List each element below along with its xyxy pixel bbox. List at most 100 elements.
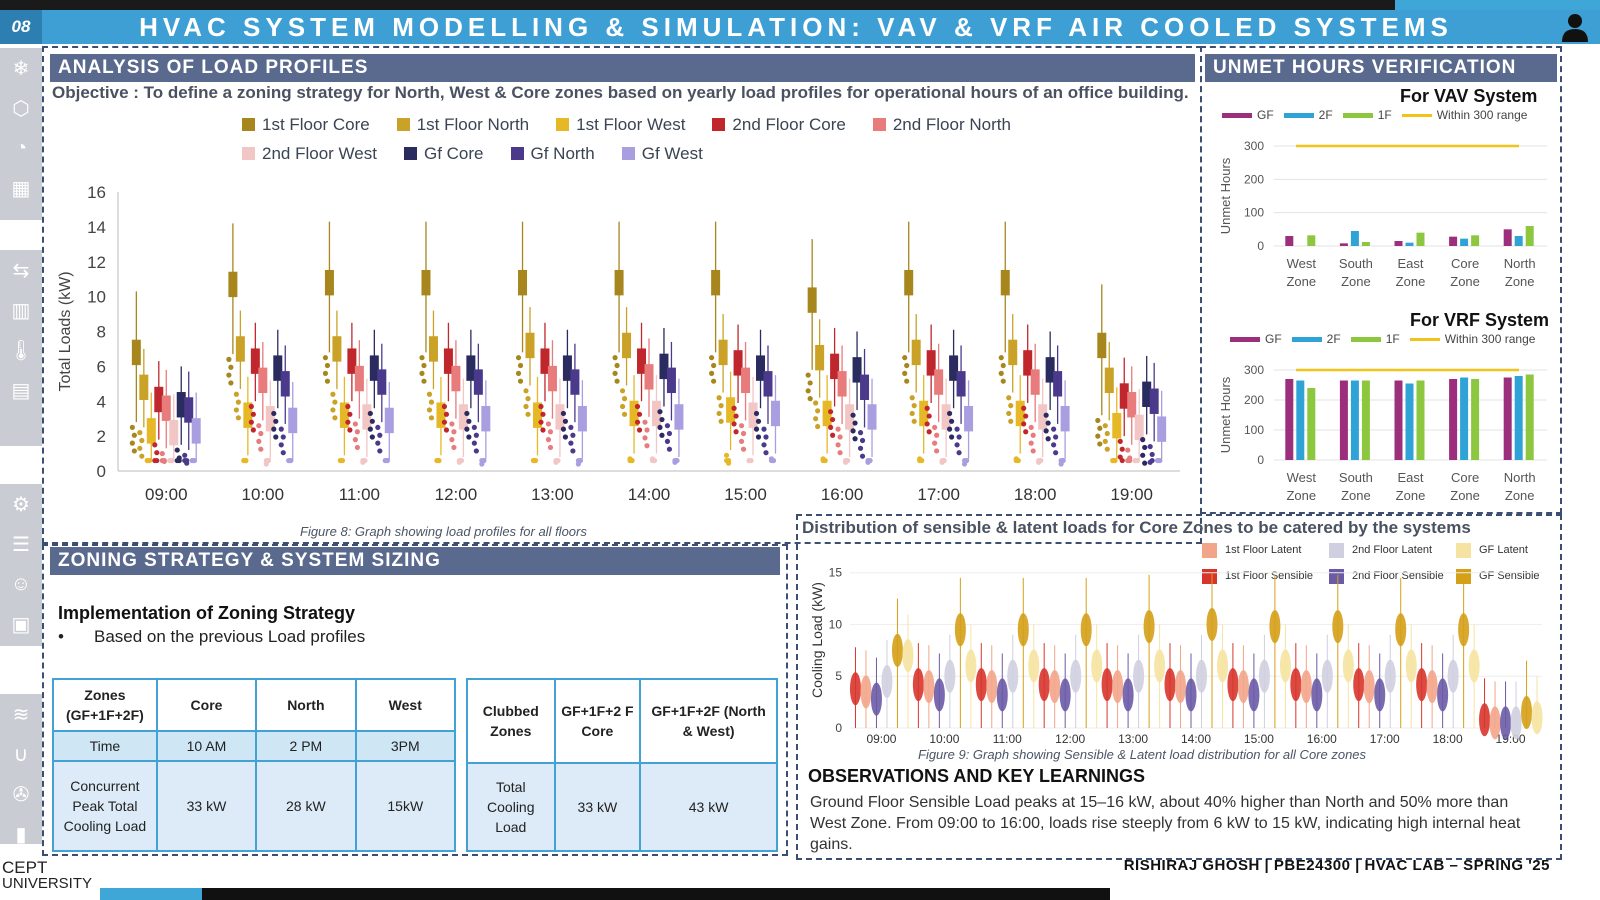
outlier-point (250, 411, 256, 417)
box (184, 397, 194, 423)
sliders-icon[interactable]: ☰ (12, 533, 30, 556)
legend-swatch (1342, 112, 1373, 118)
arrows-icon[interactable]: ⇆ (12, 259, 30, 282)
box (852, 357, 862, 383)
outlier-point (998, 370, 1004, 376)
x-tick-label: 15:00 (724, 485, 767, 504)
outlier-point (1095, 433, 1101, 439)
outlier-point (733, 413, 739, 419)
outlier-point (902, 355, 908, 361)
building-icon[interactable]: ▥ (11, 299, 31, 322)
box (555, 404, 565, 430)
outlier-point (1097, 425, 1103, 431)
cube-icon[interactable]: ⬡ (12, 97, 30, 120)
outlier-point (473, 448, 479, 454)
box (481, 405, 491, 432)
outlier-point (271, 410, 277, 417)
people-icon[interactable]: ☺ (10, 572, 32, 595)
outlier-point (278, 442, 284, 448)
violin-body (1185, 678, 1197, 712)
gauge-icon[interactable]: ◔ (14, 136, 28, 159)
outlier-point (857, 430, 864, 436)
violin-body (1468, 649, 1480, 683)
outlier-point (709, 355, 715, 361)
outlier-point (657, 409, 663, 415)
legend-label: Within 300 range (1436, 108, 1528, 122)
x-tick-label: 17:00 (917, 485, 960, 504)
outlier-point (1053, 450, 1059, 456)
outlier-point (258, 446, 264, 452)
violin-body (1175, 670, 1186, 704)
table1-load-core: 33 kW (155, 760, 258, 852)
bullet-text: Based on the previous Load profiles (94, 627, 366, 646)
outlier-point (367, 410, 373, 417)
outlier-point (471, 424, 477, 431)
violin-body (1217, 649, 1228, 683)
outlier-point (523, 388, 529, 394)
outlier-point (1149, 457, 1155, 464)
outlier-point (614, 362, 620, 369)
legend-swatch (1350, 336, 1381, 342)
outlier-point (850, 428, 856, 434)
unmet-header: UNMET HOURS VERIFICATION (1205, 54, 1557, 82)
outlier-point (441, 419, 448, 425)
bar (1350, 380, 1359, 460)
box (659, 353, 669, 380)
outlier-point (711, 362, 717, 369)
box (1104, 367, 1114, 394)
outlier-point (666, 446, 673, 452)
outlier-point (614, 378, 620, 384)
box (1060, 405, 1070, 432)
fan-icon[interactable]: ✇ (12, 783, 30, 806)
battery-icon[interactable]: ▮ (15, 823, 27, 846)
outlier-point (740, 430, 747, 437)
building-icon[interactable]: ▤ (11, 379, 31, 402)
outlier-point (1147, 443, 1153, 450)
user-icon[interactable] (1550, 10, 1600, 44)
outlier-point (332, 415, 338, 421)
y-axis-label: Unmet Hours (1218, 157, 1233, 234)
outlier-point (577, 457, 583, 464)
box (458, 404, 468, 430)
bar (1405, 242, 1414, 246)
box (250, 348, 260, 374)
outlier-point (568, 424, 574, 431)
distribution-chart: 0 5 10 15 Cooling Load (kW) 09:00 10:00 11:00 12… (809, 566, 1543, 746)
table1-time-core: 10 AM (155, 730, 258, 762)
legend-swatch (556, 118, 570, 131)
outlier-point (347, 427, 353, 433)
legend-label: 2nd Floor North (892, 114, 1011, 134)
box (911, 339, 921, 366)
snowflake-icon[interactable]: ❄ (12, 57, 30, 80)
magnet-icon[interactable]: ∪ (13, 743, 29, 766)
violin-body (1258, 659, 1270, 693)
x-tick-label: 14:00 (1181, 732, 1211, 746)
legend-label: 2F (1318, 108, 1333, 122)
table1-load-label: Concurrent Peak Total Cooling Load (52, 760, 158, 852)
outlier-point (176, 457, 182, 464)
network-icon[interactable]: ⚙ (12, 493, 30, 516)
table2-header-clubbed: Clubbed Zones (466, 678, 556, 764)
legend-swatch (872, 118, 886, 131)
box (518, 269, 528, 296)
outlier-point (1102, 423, 1108, 429)
thermometer-icon[interactable]: 🌡 (8, 339, 34, 362)
table2-header-north-west: GF+1F+2F (North & West) (639, 678, 778, 764)
chart-icon[interactable]: ▣ (11, 613, 31, 636)
outlier-point (621, 411, 628, 417)
bullet-dot: • (58, 627, 64, 646)
outlier-point (235, 415, 241, 421)
box (362, 404, 372, 430)
box (451, 365, 461, 392)
outlier-point (926, 429, 932, 435)
page-title: HVAC SYSTEM MODELLING & SIMULATION: VAV … (139, 11, 1453, 42)
outlier-point (324, 362, 331, 369)
outlier-point (857, 445, 864, 451)
outlier-point (154, 457, 160, 464)
y-tick-label: 100 (1244, 206, 1264, 220)
vent-icon[interactable]: ≋ (12, 703, 30, 726)
observations-text: Ground Floor Sensible Load peaks at 15–1… (810, 794, 1521, 853)
violin-body (1405, 649, 1417, 683)
y-tick-label: 0 (835, 721, 842, 735)
building-icon[interactable]: ▦ (11, 177, 31, 200)
